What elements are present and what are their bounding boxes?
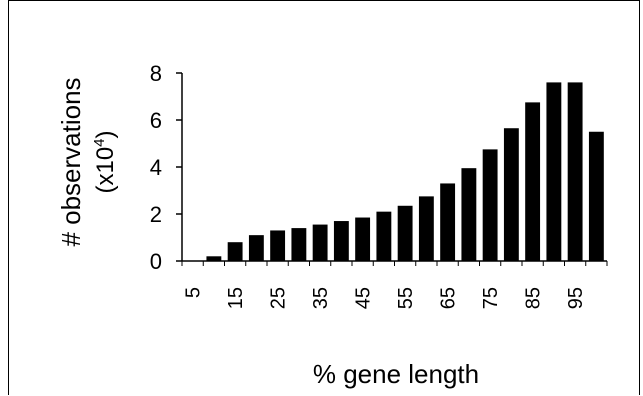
bar: [270, 230, 286, 261]
bar: [567, 82, 583, 262]
chart-axes: [176, 72, 608, 266]
bar: [525, 102, 541, 261]
bar: [482, 149, 498, 261]
bar: [461, 168, 477, 261]
x-tick-label: 85: [523, 287, 545, 309]
x-tick-label: 5: [183, 287, 205, 298]
y-tick-label: 4: [150, 155, 162, 180]
bar: [588, 131, 604, 261]
y-tick-label: 6: [150, 108, 162, 133]
bar-series: [206, 82, 604, 262]
x-tick-label: 55: [395, 287, 417, 309]
bar: [291, 228, 307, 261]
bar: [440, 183, 456, 261]
bar: [397, 205, 413, 261]
bar: [355, 217, 371, 261]
x-axis-label: % gene length: [313, 359, 479, 389]
bar: [248, 235, 264, 261]
y-tick-label: 0: [150, 249, 162, 274]
x-tick-label: 35: [310, 287, 332, 309]
y-axis-label-line1: # observations: [56, 77, 86, 246]
y-tick-labels: 0 2 4 6 8: [150, 61, 162, 274]
bar: [503, 128, 519, 261]
y-tick-label: 2: [150, 202, 162, 227]
y-axis-label-line2: (x104): [91, 130, 119, 193]
chart-frame: [8, 0, 640, 395]
x-tick-label: 65: [438, 287, 460, 309]
x-tick-label: 75: [480, 287, 502, 309]
bar: [312, 224, 328, 261]
bar: [227, 242, 243, 261]
bar: [546, 82, 562, 262]
y-axis-label-base: (x10: [92, 147, 119, 194]
bar: [376, 211, 392, 261]
x-tick-labels: 5 15 25 35 45 55 65 75 85 95: [183, 287, 588, 309]
y-tick-label: 8: [150, 61, 162, 86]
x-tick-label: 95: [565, 287, 587, 309]
y-axis-label-exponent: 4: [91, 138, 108, 146]
x-tick-label: 45: [353, 287, 375, 309]
y-axis-label: # observations (x104): [56, 77, 119, 246]
y-axis-label-end: ): [92, 130, 119, 138]
x-tick-label: 25: [268, 287, 290, 309]
bar: [418, 196, 434, 261]
bar: [333, 221, 349, 261]
bar: [206, 256, 222, 261]
x-tick-label: 15: [225, 287, 247, 309]
